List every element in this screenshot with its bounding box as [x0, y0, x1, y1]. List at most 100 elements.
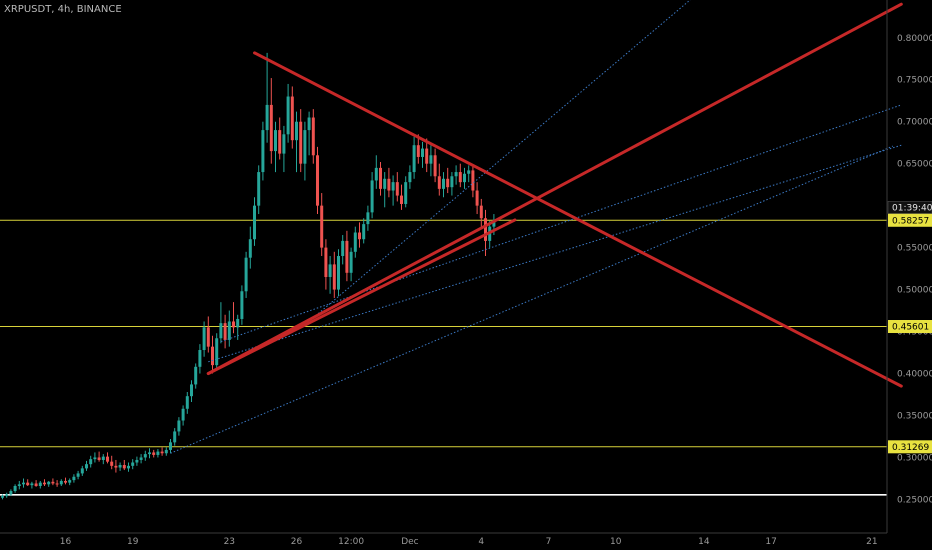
- red-trendline: [253, 51, 903, 388]
- candle-body: [194, 366, 198, 385]
- candle-body: [173, 431, 177, 443]
- price-tick-label: 0.40000: [897, 370, 932, 380]
- red-trendline: [206, 218, 517, 376]
- candle-body: [85, 464, 88, 469]
- candle-body: [76, 473, 80, 477]
- candle-body: [332, 264, 336, 290]
- candle-body: [219, 323, 223, 339]
- candle-body: [80, 468, 84, 474]
- candle-body: [97, 457, 101, 460]
- time-tick-label: 26: [291, 537, 303, 547]
- candle-body: [379, 167, 382, 189]
- candle-body: [475, 190, 479, 206]
- candle-body: [248, 239, 252, 258]
- price-tag-label: 0.45601: [892, 323, 929, 333]
- candle-body: [320, 205, 324, 248]
- candle-body: [59, 480, 63, 485]
- candle-body: [17, 484, 21, 486]
- candle-body: [68, 480, 72, 483]
- candle-body: [429, 155, 433, 164]
- time-tick-label: 17: [765, 537, 776, 547]
- price-tick-label: 0.30000: [897, 453, 932, 463]
- candle-body: [400, 195, 403, 204]
- horizontal-levels: [0, 219, 887, 496]
- time-tick-label: Dec: [401, 537, 418, 547]
- candle-body: [337, 256, 340, 290]
- candle-body: [34, 483, 38, 486]
- blue-dotted-trendline: [220, 104, 902, 343]
- time-tick-label: 16: [60, 537, 72, 547]
- candle-body: [244, 257, 248, 292]
- candle-body: [404, 182, 408, 204]
- candle-body: [38, 482, 42, 486]
- candle-body: [316, 155, 319, 206]
- candle-body: [64, 480, 67, 483]
- candle-body: [311, 117, 315, 156]
- candle-body: [26, 482, 30, 486]
- candle-body: [269, 104, 273, 152]
- candle-body: [177, 420, 181, 432]
- time-tick-label: 21: [866, 537, 877, 547]
- time-axis[interactable]: 16 19 23 26 12:00 Dec 4 7 10 14 17 21: [0, 532, 887, 547]
- candle-body: [425, 148, 429, 164]
- price-tag-label: 0.58257: [892, 216, 929, 226]
- candle-body: [261, 130, 265, 173]
- candle-body: [240, 291, 244, 319]
- candle-body: [484, 218, 487, 241]
- candle-body: [202, 327, 206, 351]
- candle-body: [458, 172, 462, 183]
- candle-body: [383, 178, 387, 189]
- candle-body: [190, 384, 193, 397]
- candle-body: [236, 318, 240, 328]
- candle-body: [206, 327, 210, 347]
- candle-body: [89, 459, 93, 465]
- candle-body: [211, 346, 214, 366]
- candle-body: [358, 232, 361, 240]
- candle-body: [421, 148, 424, 157]
- candle-body: [22, 482, 25, 485]
- candle-body: [139, 457, 143, 460]
- candle-body: [9, 491, 13, 495]
- candlesticks: [1, 52, 496, 500]
- candle-body: [257, 172, 261, 206]
- countdown-box: [887, 201, 932, 214]
- candle-body: [395, 182, 399, 196]
- price-tick-label: 0.75000: [897, 76, 932, 86]
- countdown-label: 01:39:40: [892, 203, 932, 213]
- candle-body: [118, 465, 122, 468]
- candle-body: [454, 172, 458, 177]
- candle-body: [215, 338, 219, 366]
- candle-body: [135, 459, 139, 463]
- candle-body: [479, 205, 483, 219]
- blue-dotted-trendline: [304, 0, 691, 326]
- price-tick-label: 0.55000: [897, 244, 932, 254]
- time-tick-label: 7: [546, 537, 552, 547]
- candle-body: [1, 496, 4, 498]
- candle-body: [253, 205, 256, 240]
- time-tick-label: 19: [127, 537, 139, 547]
- candle-body: [282, 134, 286, 154]
- candle-body: [492, 219, 496, 227]
- symbol-label: XRPUSDT, 4h, BINANCE: [4, 4, 122, 15]
- candle-body: [101, 456, 105, 460]
- candle-body: [328, 264, 332, 277]
- candle-body: [295, 121, 298, 141]
- candle-body: [286, 96, 290, 135]
- candle-body: [110, 461, 114, 466]
- candle-body: [232, 321, 235, 328]
- price-tags: 01:39:40 0.58257 0.45601 0.31269: [887, 201, 932, 454]
- candle-body: [72, 476, 76, 481]
- candle-body: [223, 323, 227, 340]
- candle-body: [391, 182, 395, 191]
- candle-body: [131, 462, 135, 466]
- candle-body: [143, 454, 147, 458]
- candle-body: [55, 483, 59, 485]
- candle-body: [185, 396, 189, 409]
- candle-body: [278, 130, 282, 154]
- price-tick-label: 0.35000: [897, 411, 932, 421]
- candle-body: [370, 180, 374, 213]
- candle-body: [47, 481, 51, 485]
- candle-body: [442, 178, 445, 189]
- price-tag-label: 0.31269: [892, 443, 929, 453]
